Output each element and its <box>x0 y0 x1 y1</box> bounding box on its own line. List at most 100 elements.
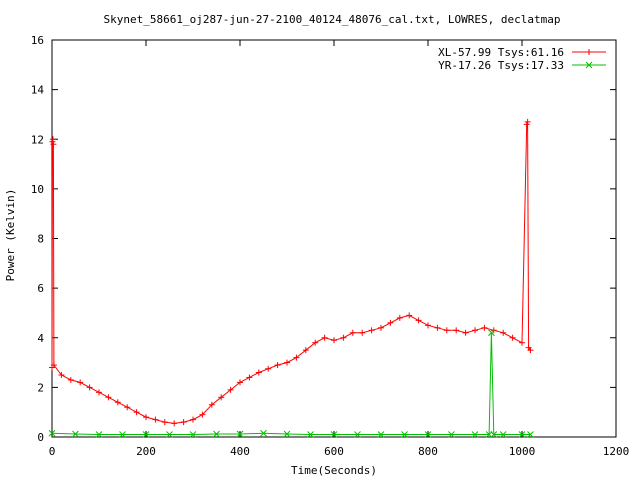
series-1-point <box>425 322 431 329</box>
y-tick-label: 14 <box>31 84 45 97</box>
series-2-point <box>401 431 408 438</box>
series-1-point <box>77 379 84 386</box>
series-1-point <box>171 420 178 427</box>
series-1-point <box>227 386 234 393</box>
y-axis-label: Power (Kelvin) <box>4 189 17 282</box>
series-1-point <box>472 327 478 334</box>
series-2-point <box>330 431 338 438</box>
chart-title: Skynet_58661_oj287-jun-27-2100_40124_480… <box>104 13 561 26</box>
y-tick-label: 2 <box>37 381 44 394</box>
series-1-point <box>199 411 206 418</box>
series-1-point <box>105 394 112 401</box>
series-2-point <box>518 431 526 438</box>
series-2-point <box>72 430 79 438</box>
series-2-line <box>51 332 531 435</box>
series-1-point <box>86 384 93 391</box>
series-2-point <box>307 431 314 438</box>
series-2-point <box>283 430 291 438</box>
series-1-point <box>321 334 328 341</box>
series-1-point <box>331 337 337 344</box>
series-1-point <box>387 319 394 326</box>
series-1-point <box>284 359 290 366</box>
series-2-point <box>377 431 385 438</box>
series-1-point <box>378 324 384 331</box>
series-2-point <box>236 430 244 438</box>
series-2-point <box>488 329 495 337</box>
series-2-point <box>499 431 507 438</box>
x-tick-label: 1000 <box>509 445 536 458</box>
series-1-point <box>340 334 347 341</box>
series-1-point <box>453 327 460 334</box>
series-2-point <box>354 431 361 438</box>
legend-label: YR-17.26 Tsys:17.33 <box>438 59 564 72</box>
series-2-point <box>213 430 220 438</box>
series-1-point <box>481 324 488 331</box>
series-2-point <box>166 431 173 438</box>
x-tick-label: 600 <box>324 445 344 458</box>
legend-label: XL-57.99 Tsys:61.16 <box>438 46 564 59</box>
series-1-point <box>237 379 243 386</box>
y-tick-label: 16 <box>31 34 44 47</box>
series-1-point <box>218 394 225 401</box>
series-1 <box>49 118 534 427</box>
y-tick-label: 4 <box>37 332 44 345</box>
series-1-point <box>406 312 413 319</box>
series-2-point <box>189 431 197 438</box>
series-1-point <box>293 354 300 361</box>
series-1-point <box>208 401 215 408</box>
series-2 <box>48 329 534 438</box>
series-1-point <box>67 376 74 383</box>
plot-border <box>51 39 617 438</box>
series-2-point <box>119 431 126 438</box>
series-1-point <box>274 362 281 369</box>
series-1-point <box>152 416 159 423</box>
series-1-point <box>96 389 102 396</box>
series-1-point <box>265 365 272 372</box>
series-1-point <box>500 329 507 336</box>
series-1-point <box>509 334 516 341</box>
series-1-point <box>161 419 168 426</box>
x-tick-label: 0 <box>49 445 56 458</box>
series-1-point <box>50 141 57 148</box>
series-2-point <box>95 431 103 438</box>
series-1-point <box>524 118 531 125</box>
series-2-point <box>142 431 150 438</box>
series-1-point <box>415 317 422 324</box>
series-1-point <box>246 374 253 381</box>
legend-marker <box>585 61 593 69</box>
series-1-point <box>50 362 57 369</box>
series-1-point <box>143 414 149 421</box>
series-2-point <box>48 429 56 437</box>
series-1-point <box>434 324 441 331</box>
series-layer <box>48 118 534 438</box>
series-2-point <box>490 431 498 438</box>
series-2-point <box>471 431 479 438</box>
series-1-point <box>359 329 366 336</box>
y-tick-label: 12 <box>31 133 44 146</box>
series-2-point <box>527 431 534 438</box>
series-1-point <box>58 371 65 378</box>
series-1-point <box>302 347 309 354</box>
x-axis-label: Time(Seconds) <box>291 464 377 477</box>
series-1-point <box>368 327 375 334</box>
x-tick-label: 800 <box>418 445 438 458</box>
series-2-point <box>448 431 455 438</box>
series-1-point <box>519 339 525 346</box>
series-1-point <box>133 409 140 416</box>
y-tick-label: 10 <box>31 183 44 196</box>
legend-marker <box>586 49 592 55</box>
series-1-point <box>349 329 356 336</box>
x-tick-label: 200 <box>136 445 156 458</box>
series-1-point <box>255 369 262 376</box>
series-1-point <box>462 329 469 336</box>
series-1-point <box>180 419 187 426</box>
series-2-point <box>260 429 267 437</box>
series-1-point <box>190 416 196 423</box>
series-1-point <box>527 347 534 354</box>
x-tick-label: 1200 <box>603 445 630 458</box>
series-1-point <box>124 404 131 411</box>
series-1-line <box>51 121 531 424</box>
